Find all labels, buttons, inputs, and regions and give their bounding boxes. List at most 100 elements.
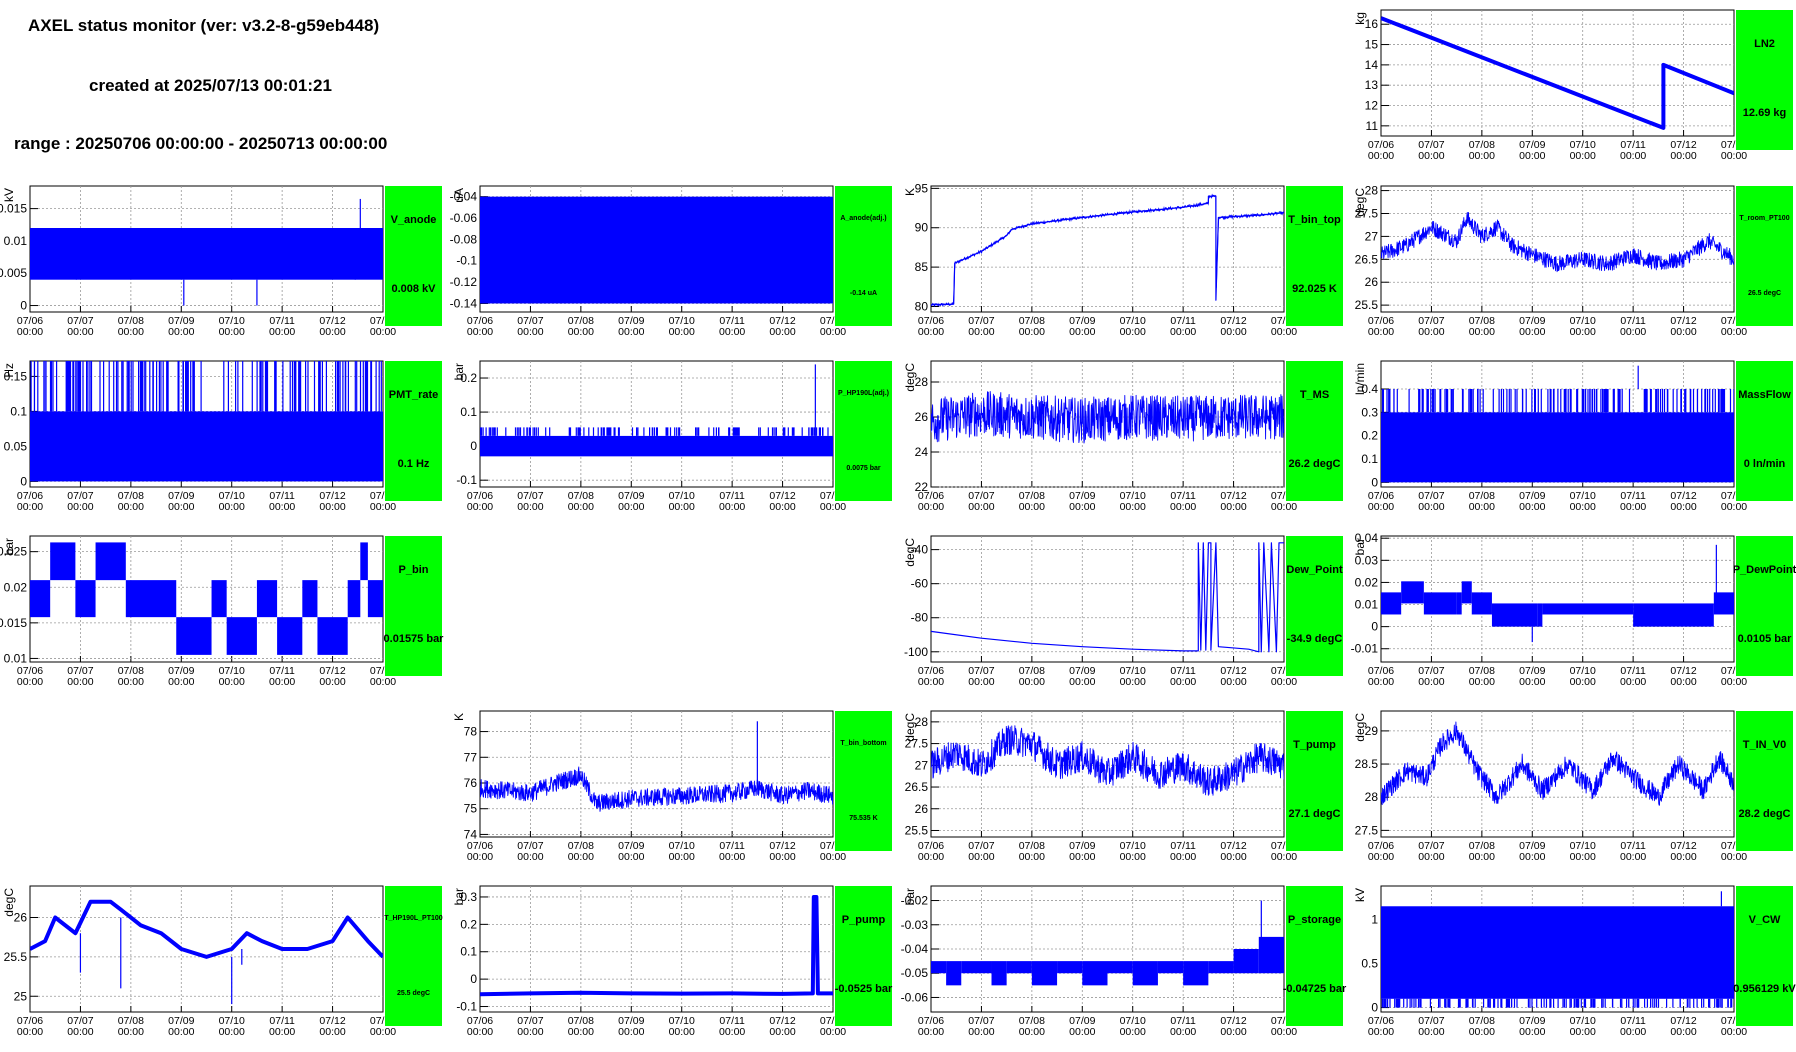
x-tick-label-date: 07/06 — [1368, 840, 1394, 852]
x-tick-label-date: 07/08 — [1469, 840, 1495, 852]
x-tick-label-time: 00:00 — [168, 326, 194, 338]
y-tick-label: -80 — [911, 611, 929, 625]
y-tick-label: 0 — [20, 474, 27, 488]
plot-area — [1380, 185, 1735, 313]
x-tick-label-time: 00:00 — [1620, 851, 1646, 863]
data-step — [30, 580, 51, 618]
data-step — [1233, 949, 1259, 974]
y-tick-label: 24 — [915, 445, 929, 459]
status-name: P_storage — [1288, 914, 1341, 926]
x-tick-label-time: 00:00 — [1019, 1026, 1045, 1038]
x-tick-label-time: 00:00 — [370, 676, 396, 688]
x-tick-label-time: 00:00 — [1620, 150, 1646, 162]
y-tick-label: -0.08 — [450, 232, 478, 246]
x-tick-label-time: 00:00 — [370, 326, 396, 338]
y-tick-label: 0.01 — [1355, 598, 1379, 612]
x-tick-label-date: 07/09 — [1069, 665, 1095, 677]
status-value: 75.535 K — [849, 815, 877, 822]
x-tick-label-date: 07/11 — [1620, 665, 1646, 677]
data-band — [1381, 906, 1734, 999]
y-tick-label: 0.15 — [4, 369, 28, 383]
x-tick-label-time: 00:00 — [1120, 1026, 1146, 1038]
status-box — [385, 186, 442, 326]
x-tick-label-date: 07/11 — [1170, 840, 1196, 852]
x-tick-label-date: 07/06 — [467, 315, 493, 327]
x-tick-label-time: 00:00 — [1271, 1026, 1297, 1038]
data-step — [1456, 592, 1462, 615]
status-name: T_bin_top — [1288, 214, 1341, 226]
chart-t-hp190l: 07/0600:0007/0700:0007/0800:0007/0900:00… — [2, 885, 443, 1038]
y-tick-label: -100 — [904, 645, 928, 659]
x-tick-label-time: 00:00 — [1670, 851, 1696, 863]
series-p-pump — [480, 895, 833, 997]
x-tick-label-date: 07/07 — [67, 1015, 93, 1027]
x-tick-label-date: 07/07 — [1418, 840, 1444, 852]
x-tick-label-time: 00:00 — [1069, 1026, 1095, 1038]
x-tick-label-time: 00:00 — [1570, 851, 1596, 863]
y-tick-label: 0 — [470, 439, 477, 453]
y-tick-label: 0.01 — [4, 234, 28, 248]
x-tick-label-time: 00:00 — [820, 851, 846, 863]
x-tick-label-date: 07/10 — [1570, 840, 1596, 852]
y-tick-label: 28 — [915, 715, 929, 729]
x-tick-label-time: 00:00 — [1220, 851, 1246, 863]
x-tick-label-date: 07/07 — [67, 665, 93, 677]
x-tick-label-time: 00:00 — [1271, 851, 1297, 863]
y-axis-label: kV — [2, 188, 16, 202]
y-tick-label: 0.015 — [0, 202, 27, 216]
x-tick-label-time: 00:00 — [1120, 676, 1146, 688]
y-axis-label: degC — [903, 363, 917, 392]
series-t-ms — [931, 391, 1284, 444]
x-tick-label-date: 07/10 — [1570, 1015, 1596, 1027]
y-tick-label: 0 — [470, 972, 477, 986]
x-tick-label-date: 07/12 — [1670, 1015, 1696, 1027]
x-tick-label-date: 07/11 — [1620, 1015, 1646, 1027]
data-line — [1381, 16, 1734, 130]
x-tick-label-date: 07/07 — [517, 315, 543, 327]
x-tick-label-time: 00:00 — [769, 851, 795, 863]
x-tick-label-date: 07/06 — [918, 490, 944, 502]
plot-area — [479, 885, 834, 1013]
x-tick-label-time: 00:00 — [1368, 326, 1394, 338]
y-axis-label: kg — [1353, 12, 1367, 25]
data-line — [1381, 998, 1733, 1008]
x-tick-label-time: 00:00 — [918, 851, 944, 863]
plot-area — [1380, 9, 1735, 137]
x-tick-label-date: 07/06 — [1368, 490, 1394, 502]
y-tick-label: 80 — [915, 299, 929, 313]
created-timestamp: created at 2025/07/13 00:01:21 — [89, 76, 332, 95]
series-v-anode — [30, 198, 383, 306]
y-tick-label: 26.5 — [1355, 252, 1379, 266]
status-value: 0 ln/min — [1744, 458, 1786, 470]
chart-ln2: 07/0600:0007/0700:0007/0800:0007/0900:00… — [1353, 9, 1793, 162]
data-line — [480, 766, 833, 812]
x-tick-label-date: 07/08 — [1019, 840, 1045, 852]
y-tick-label: 77 — [464, 750, 478, 764]
x-tick-label-time: 00:00 — [568, 326, 594, 338]
x-tick-label-date: 07/10 — [1120, 840, 1146, 852]
x-tick-label-date: 07/06 — [17, 665, 43, 677]
status-name: V_CW — [1749, 914, 1781, 926]
y-axis-label: degC — [903, 538, 917, 567]
x-tick-label-date: 07/07 — [968, 490, 994, 502]
chart-v-anode: 07/0600:0007/0700:0007/0800:0007/0900:00… — [0, 185, 442, 338]
x-tick-label-time: 00:00 — [1670, 326, 1696, 338]
x-tick-label-time: 00:00 — [719, 851, 745, 863]
x-tick-label-date: 07/11 — [1620, 840, 1646, 852]
x-tick-label-time: 00:00 — [1570, 676, 1596, 688]
x-tick-label-time: 00:00 — [820, 326, 846, 338]
y-tick-label: -0.04 — [901, 942, 929, 956]
data-step — [1258, 936, 1284, 974]
x-tick-label-time: 00:00 — [669, 1026, 695, 1038]
status-box — [385, 886, 442, 1026]
x-tick-label-time: 00:00 — [1721, 851, 1747, 863]
y-tick-label: 15 — [1365, 38, 1379, 52]
data-step — [367, 580, 383, 618]
x-tick-label-date: 07/12 — [319, 490, 345, 502]
x-tick-label-date: 07/10 — [1570, 665, 1596, 677]
x-tick-label-time: 00:00 — [467, 501, 493, 513]
status-name: T_HP190L_PT100 — [384, 915, 442, 922]
status-box — [835, 886, 892, 1026]
data-step — [1633, 603, 1714, 627]
x-tick-label-date: 07/12 — [319, 315, 345, 327]
